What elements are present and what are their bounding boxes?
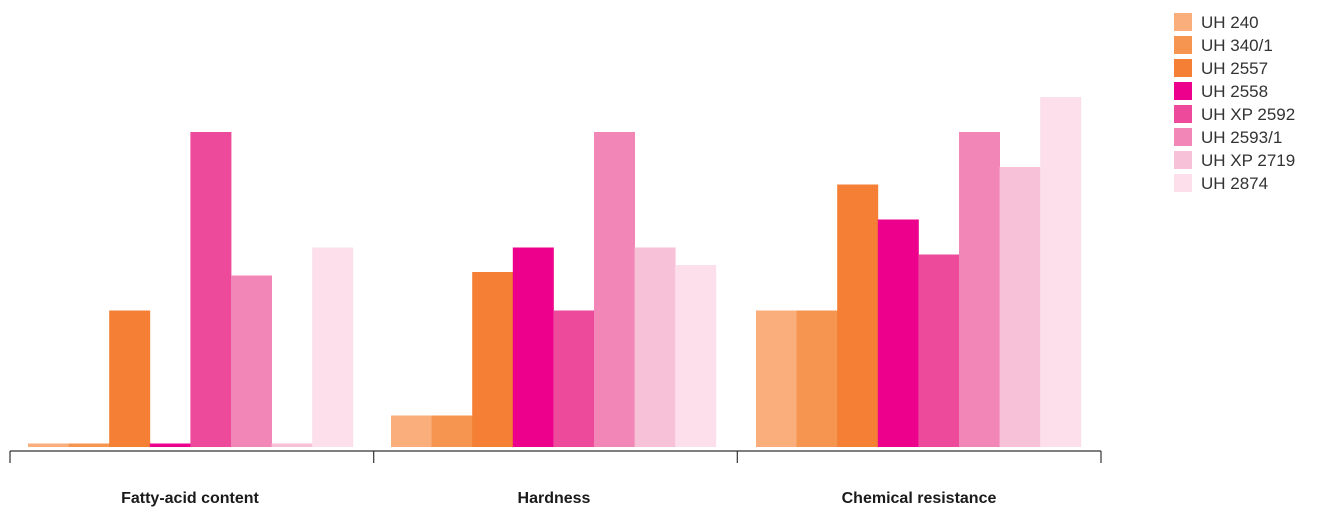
bar <box>109 310 151 447</box>
bar <box>999 167 1041 447</box>
legend-label: UH 2874 <box>1201 174 1268 193</box>
bar <box>796 310 838 447</box>
legend-swatch <box>1174 82 1192 100</box>
legend-label: UH 240 <box>1201 13 1259 32</box>
category-labels: Fatty-acid content Hardness Chemical res… <box>121 490 996 507</box>
bars-layer <box>28 97 1082 447</box>
legend-label: UH 340/1 <box>1201 36 1273 55</box>
x-axis <box>9 450 1102 463</box>
bar <box>877 219 919 447</box>
legend-swatch <box>1174 36 1192 54</box>
bar <box>634 247 676 447</box>
legend-label: UH 2558 <box>1201 82 1268 101</box>
bar <box>512 247 554 447</box>
category-label: Hardness <box>518 490 591 507</box>
category-label: Fatty-acid content <box>121 490 259 507</box>
legend-item: UH 340/1 <box>1174 36 1273 55</box>
legend: UH 240 UH 340/1 UH 2557 UH 2558 UH XP 2592 UH… <box>1174 13 1295 193</box>
bar <box>675 265 717 447</box>
bar <box>312 247 354 447</box>
legend-swatch <box>1174 59 1192 77</box>
bar <box>594 132 635 447</box>
bar <box>149 443 191 447</box>
bar <box>959 132 1000 447</box>
bar <box>431 415 473 447</box>
legend-label: UH XP 2592 <box>1201 105 1295 124</box>
bar <box>271 443 313 447</box>
legend-item: UH 2874 <box>1174 174 1268 193</box>
bar <box>918 254 960 447</box>
legend-swatch <box>1174 151 1192 169</box>
legend-swatch <box>1174 128 1192 146</box>
legend-item: UH 2593/1 <box>1174 128 1282 147</box>
legend-item: UH 2557 <box>1174 59 1268 78</box>
legend-swatch <box>1174 174 1192 192</box>
bar <box>231 275 272 447</box>
bar <box>190 132 232 447</box>
legend-item: UH XP 2592 <box>1174 105 1295 124</box>
bar <box>756 310 797 447</box>
bar <box>1040 97 1082 447</box>
bar <box>391 415 432 447</box>
legend-item: UH 240 <box>1174 13 1259 32</box>
legend-label: UH XP 2719 <box>1201 151 1295 170</box>
legend-label: UH 2557 <box>1201 59 1268 78</box>
legend-item: UH 2558 <box>1174 82 1268 101</box>
legend-label: UH 2593/1 <box>1201 128 1282 147</box>
bar <box>68 443 110 447</box>
legend-swatch <box>1174 13 1192 31</box>
category-label: Chemical resistance <box>842 490 997 507</box>
bar <box>837 184 879 447</box>
legend-item: UH XP 2719 <box>1174 151 1295 170</box>
bar <box>28 443 69 447</box>
legend-swatch <box>1174 105 1192 123</box>
bar <box>472 272 514 447</box>
bar <box>553 310 595 447</box>
